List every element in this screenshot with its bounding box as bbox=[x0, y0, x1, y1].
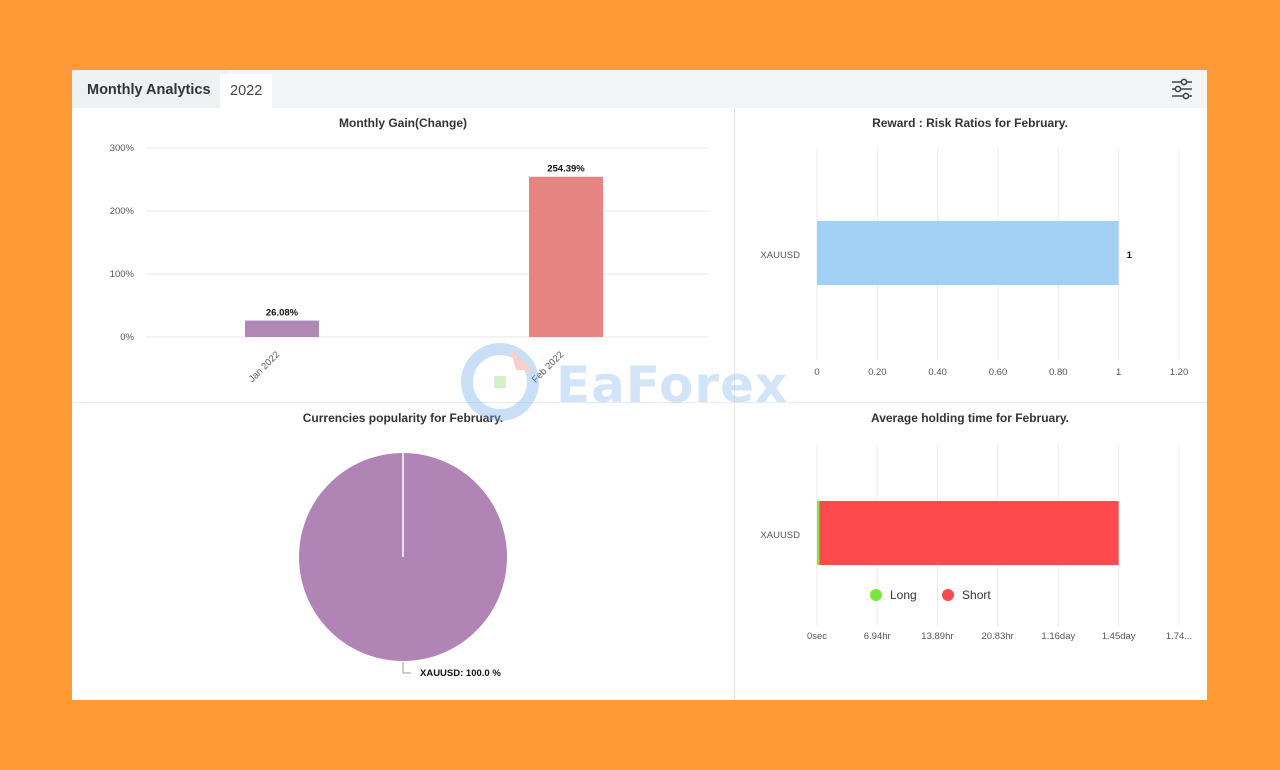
risk-xtick-label: 0 bbox=[814, 367, 819, 378]
gain-chart-title: Monthly Gain(Change) bbox=[339, 116, 467, 130]
risk-xtick-label: 1.20 bbox=[1170, 367, 1189, 378]
legend-dot-long bbox=[870, 589, 882, 601]
holding-bar-long bbox=[817, 501, 820, 565]
vertical-divider bbox=[734, 108, 735, 700]
panel-header: Monthly Analytics 2022 bbox=[72, 70, 1207, 108]
risk-chart-title: Reward : Risk Ratios for February. bbox=[872, 116, 1068, 130]
gain-ytick-label: 200% bbox=[110, 206, 135, 217]
gain-ytick-label: 100% bbox=[110, 269, 135, 280]
gain-bar bbox=[245, 320, 319, 337]
holding-xtick-label: 6.94hr bbox=[864, 631, 891, 642]
monthly-analytics-tab[interactable]: Monthly Analytics bbox=[72, 70, 226, 108]
risk-xtick-label: 0.20 bbox=[868, 367, 887, 378]
legend-item-long[interactable]: Long bbox=[870, 588, 917, 602]
pie-slice-label: XAUUSD: 100.0 % bbox=[420, 668, 501, 679]
gain-xtick-label: Feb 2022 bbox=[530, 349, 566, 385]
horizontal-divider bbox=[72, 402, 1207, 403]
holding-xtick-label: 1.45day bbox=[1102, 631, 1136, 642]
pie-label-connector bbox=[402, 662, 411, 674]
holding-xtick-label: 20.83hr bbox=[981, 631, 1013, 642]
gain-data-label: 26.08% bbox=[266, 308, 299, 319]
holding-xtick-label: 13.89hr bbox=[921, 631, 953, 642]
gain-ytick-label: 300% bbox=[110, 143, 135, 154]
risk-xtick-label: 0.40 bbox=[928, 367, 947, 378]
risk-category-label: XAUUSD bbox=[760, 250, 800, 261]
legend-item-short[interactable]: Short bbox=[942, 588, 991, 602]
holding-chart-title: Average holding time for February. bbox=[870, 411, 1070, 425]
risk-xtick-label: 0.80 bbox=[1049, 367, 1068, 378]
holding-xtick-label: 1.16day bbox=[1041, 631, 1075, 642]
popularity-chart-title: Currencies popularity for February. bbox=[302, 411, 504, 425]
gain-bar bbox=[529, 176, 603, 337]
risk-xtick-label: 1 bbox=[1116, 367, 1121, 378]
holding-xtick-label: 1.74... bbox=[1166, 631, 1192, 642]
risk-bar bbox=[817, 221, 1119, 285]
holding-bar-short bbox=[819, 501, 1119, 565]
legend-dot-short bbox=[942, 589, 955, 601]
filter-settings-icon[interactable] bbox=[1171, 78, 1193, 100]
legend-label-short: Short bbox=[962, 588, 991, 602]
year-tab[interactable]: 2022 bbox=[220, 74, 273, 108]
gain-ytick-label: 0% bbox=[120, 332, 134, 343]
gain-xtick-label: Jan 2022 bbox=[247, 349, 282, 384]
holding-xtick-label: 0sec bbox=[807, 631, 827, 642]
risk-data-label: 1 bbox=[1127, 250, 1133, 261]
holding-category-label: XAUUSD bbox=[760, 530, 800, 541]
legend-label-long: Long bbox=[890, 588, 917, 602]
holding-legend: Long Short bbox=[870, 588, 1013, 604]
analytics-panel: Monthly Analytics 2022 bbox=[72, 70, 1207, 700]
risk-xtick-label: 0.60 bbox=[989, 367, 1008, 378]
gain-data-label: 254.39% bbox=[547, 164, 585, 175]
